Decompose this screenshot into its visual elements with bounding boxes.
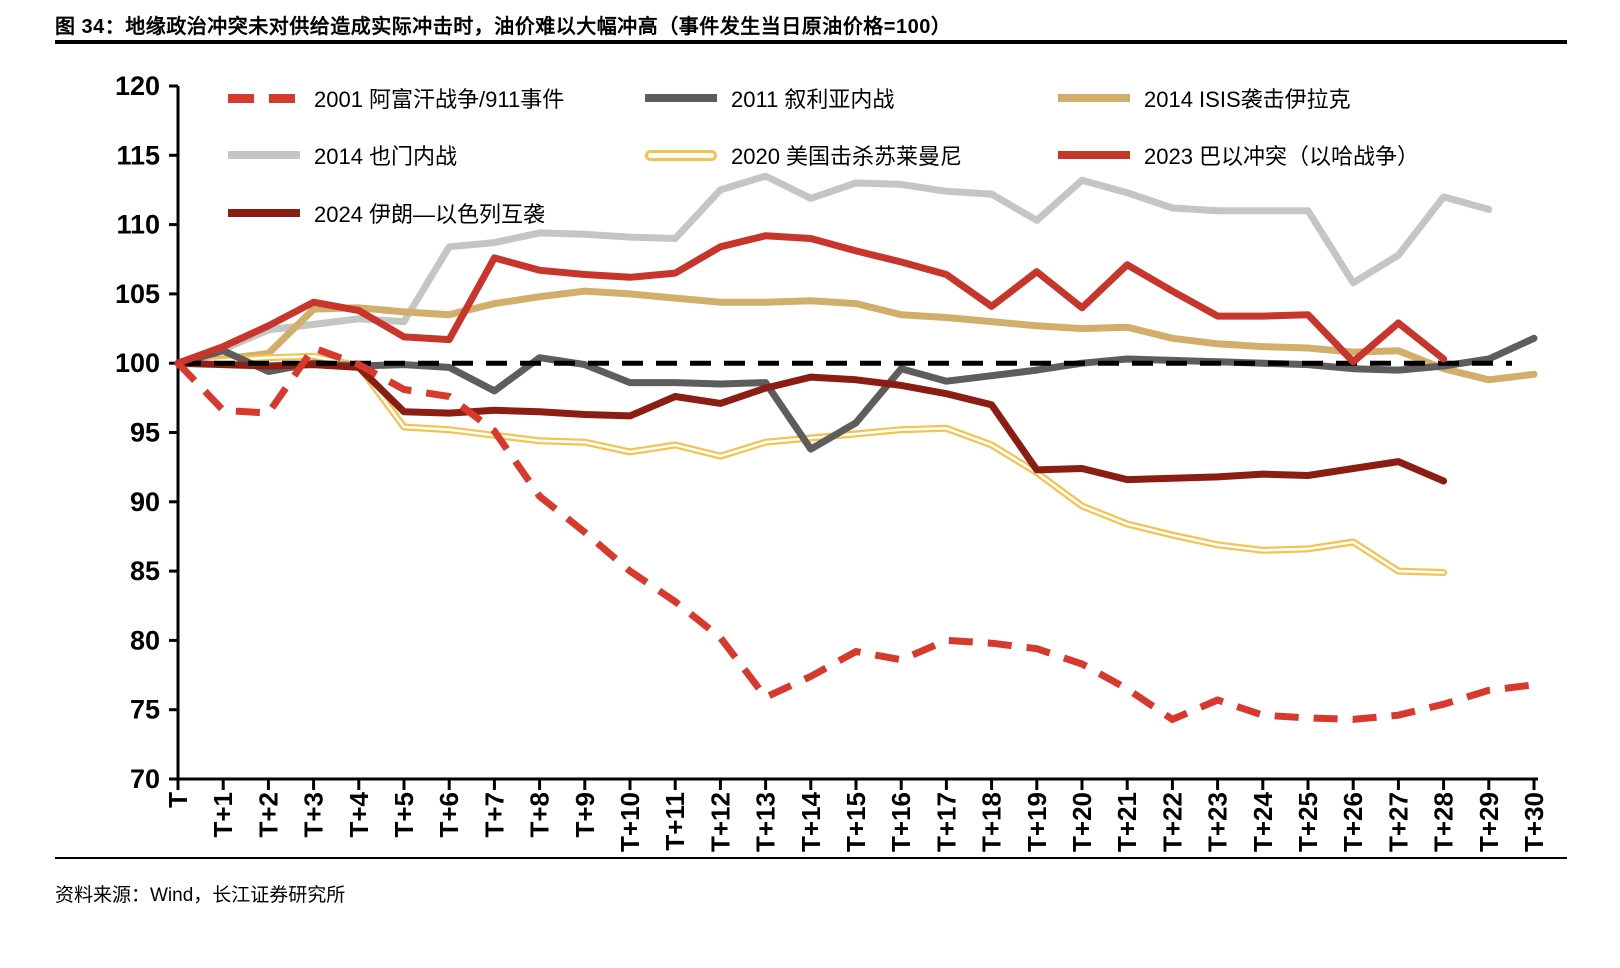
x-tick-label: T+11 bbox=[660, 792, 690, 851]
x-tick-label: T+3 bbox=[299, 792, 329, 838]
x-tick-label: T+10 bbox=[615, 792, 645, 852]
x-tick-label: T+5 bbox=[389, 792, 419, 838]
x-tick-label: T+17 bbox=[931, 792, 961, 852]
y-tick-label: 100 bbox=[115, 348, 160, 378]
x-tick-label: T+6 bbox=[434, 792, 464, 838]
y-tick-label: 75 bbox=[130, 695, 160, 725]
x-tick-label: T+1 bbox=[208, 792, 238, 838]
y-tick-label: 105 bbox=[115, 279, 160, 309]
x-tick-label: T+20 bbox=[1067, 792, 1097, 852]
x-tick-label: T+28 bbox=[1429, 792, 1459, 852]
x-tick-label: T+19 bbox=[1022, 792, 1052, 852]
source-note: 资料来源：Wind，长江证券研究所 bbox=[55, 885, 346, 906]
y-tick-label: 95 bbox=[130, 418, 160, 448]
figure-title: 图 34：地缘政治冲突未对供给造成实际冲击时，油价难以大幅冲高（事件发生当日原油… bbox=[55, 16, 952, 38]
x-tick-label: T+4 bbox=[344, 791, 374, 837]
x-tick-label: T+9 bbox=[570, 792, 600, 838]
series-line-0 bbox=[175, 343, 1535, 724]
x-tick-label: T+26 bbox=[1338, 792, 1368, 852]
x-tick-label: T+13 bbox=[751, 792, 781, 852]
x-tick-label: T+27 bbox=[1383, 792, 1413, 852]
x-tick-label: T+16 bbox=[886, 792, 916, 852]
y-tick-label: 85 bbox=[130, 556, 160, 586]
x-tick-label: T+14 bbox=[796, 791, 826, 852]
x-tick-label: T+23 bbox=[1203, 792, 1233, 852]
y-tick-label: 90 bbox=[130, 487, 160, 517]
y-tick-label: 110 bbox=[116, 210, 160, 240]
y-tick-label: 115 bbox=[116, 140, 160, 170]
x-tick-label: T bbox=[163, 792, 193, 808]
x-tick-label: T+15 bbox=[841, 792, 871, 852]
x-tick-label: T+25 bbox=[1293, 792, 1323, 852]
series-line-4 bbox=[174, 352, 1448, 576]
series-line-3 bbox=[174, 172, 1493, 367]
series-line-core-4 bbox=[176, 354, 1445, 574]
y-tick-label: 70 bbox=[130, 764, 160, 794]
x-tick-label: T+2 bbox=[253, 792, 283, 838]
x-tick-label: T+21 bbox=[1112, 792, 1142, 852]
x-tick-label: T+8 bbox=[525, 792, 555, 838]
x-tick-label: T+24 bbox=[1248, 791, 1278, 852]
series-line-2 bbox=[174, 287, 1538, 384]
series-line-5 bbox=[174, 232, 1448, 367]
x-tick-label: T+7 bbox=[479, 792, 509, 838]
x-tick-label: T+18 bbox=[977, 792, 1007, 852]
y-tick-label: 80 bbox=[130, 625, 160, 655]
series-line-6 bbox=[174, 359, 1448, 485]
footer-rule bbox=[55, 857, 1567, 859]
oil-price-line-chart: 120 115 110 105 100 95 90 85 80 75 70T T+1 T+2 T+3 T+4… bbox=[115, 71, 1549, 852]
y-tick-label: 120 bbox=[115, 71, 160, 101]
x-tick-label: T+29 bbox=[1474, 792, 1504, 852]
title-rule bbox=[55, 40, 1567, 44]
x-tick-label: T+12 bbox=[705, 792, 735, 852]
x-tick-label: T+30 bbox=[1519, 792, 1549, 852]
x-tick-label: T+22 bbox=[1157, 792, 1187, 852]
